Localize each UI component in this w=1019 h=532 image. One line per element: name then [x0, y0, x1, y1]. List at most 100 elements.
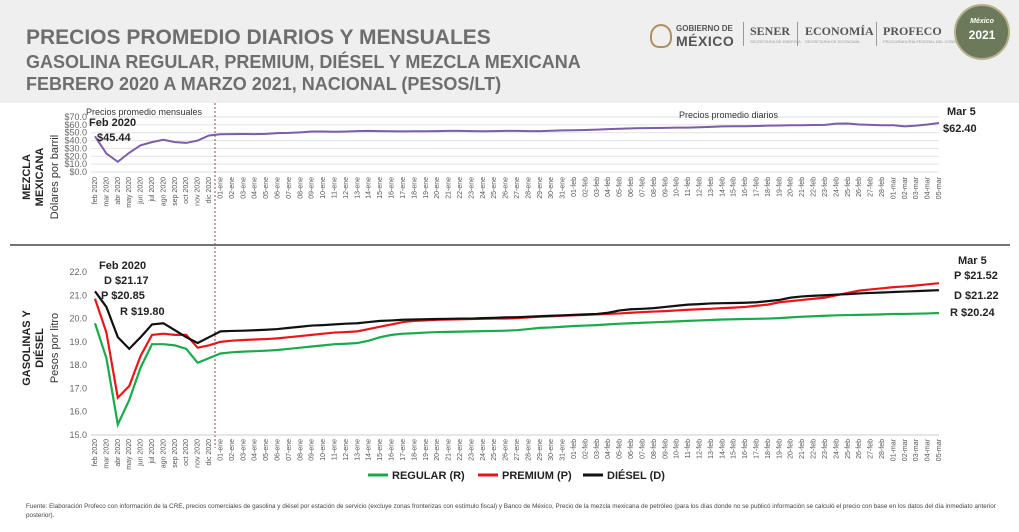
x-tick-label: 12-feb [696, 439, 703, 459]
x-tick-label: 06-ene [274, 177, 281, 199]
x-tick-label: feb 2020 [92, 439, 99, 466]
x-tick-label: 16-feb [742, 177, 749, 197]
x-tick-label: 10-feb [674, 439, 681, 459]
x-tick-label: oct 2020 [183, 177, 190, 204]
y-tick-label: 16.0 [69, 407, 87, 417]
annotation-start-diesel: D $21.17 [104, 275, 149, 287]
gobierno-small-text: GOBIERNO DE [676, 24, 733, 33]
x-tick-label: 03-feb [594, 177, 601, 197]
sener-logo: SENER [750, 24, 791, 38]
x-tick-label: 04-feb [605, 177, 612, 197]
x-tick-label: 07-ene [286, 439, 293, 461]
profeco-logo: PROFECO [883, 24, 942, 38]
x-tick-label: 12-ene [343, 439, 350, 461]
x-tick-label: 09-feb [662, 439, 669, 459]
x-tick-label: 07-feb [639, 439, 646, 459]
x-tick-label: 16-ene [389, 177, 396, 199]
x-tick-label: 27-feb [868, 439, 875, 459]
x-tick-label: abr 2020 [115, 439, 122, 467]
annotation-start-regular: R $19.80 [120, 306, 165, 318]
x-tick-label: 11-feb [685, 439, 692, 458]
mexico-2021-badge: México 2021 [954, 4, 1010, 60]
x-tick-label: 05-mar [936, 176, 943, 199]
x-tick-label: 24-feb [833, 439, 840, 459]
x-tick-label: 25-feb [845, 439, 852, 459]
annotation-start-premium: P $20.85 [101, 290, 145, 302]
x-tick-label: 25-ene [491, 177, 498, 199]
y-tick-label: 21.0 [69, 290, 87, 300]
x-tick-label: 22-feb [811, 177, 818, 197]
profeco-subtitle: PROCURADURÍA FEDERAL DEL CONSUMIDOR [883, 39, 973, 44]
y-axis-label-gas: Pesos por litro [49, 313, 61, 383]
x-tick-label: 01-mar [890, 176, 897, 199]
x-tick-label: 27-ene [514, 439, 521, 461]
page-period: FEBRERO 2020 A MARZO 2021, NACIONAL (PES… [26, 74, 502, 94]
x-tick-label: dic 2020 [206, 177, 213, 204]
x-tick-label: jul 2020 [149, 439, 156, 465]
x-tick-label: 13-ene [354, 439, 361, 461]
annotation-end-value: $62.40 [943, 123, 977, 135]
x-tick-label: 27-ene [514, 177, 521, 199]
x-tick-label: 20-ene [434, 177, 441, 199]
x-tick-label: 29-ene [537, 439, 544, 461]
x-tick-label: 19-feb [776, 177, 783, 197]
y-tick-label: $70.0 [64, 112, 87, 122]
x-tick-label: 31-ene [560, 177, 567, 199]
y-tick-label: $40.0 [64, 136, 87, 146]
x-tick-label: 19-feb [776, 439, 783, 459]
x-tick-label: 14-feb [719, 439, 726, 459]
x-tick-label: 21-feb [799, 439, 806, 459]
series-line-diesel [94, 289, 940, 351]
x-tick-label: 10-feb [674, 177, 681, 197]
y-tick-label: 19.0 [69, 337, 87, 347]
x-tick-label: 02-ene [229, 439, 236, 461]
x-tick-label: 25-feb [845, 177, 852, 197]
x-tick-label: mar 2020 [103, 439, 110, 469]
x-tick-label: 18-ene [411, 177, 418, 199]
y-axis-label-mezcla: Dólares por barril [49, 135, 61, 219]
x-tick-label: 12-ene [343, 177, 350, 199]
y-tick-label: $30.0 [64, 143, 87, 153]
y-tick-label: 22.0 [69, 267, 87, 277]
x-tick-label: 26-ene [503, 177, 510, 199]
y-tick-label: $50.0 [64, 128, 87, 138]
x-tick-label: 18-feb [765, 439, 772, 459]
x-tick-label: 30-ene [548, 177, 555, 199]
x-tick-label: 08-ene [297, 439, 304, 461]
x-tick-label: 19-ene [423, 439, 430, 461]
x-tick-label: 11-feb [685, 177, 692, 196]
x-tick-label: 05-mar [936, 438, 943, 461]
x-tick-label: 15-ene [377, 439, 384, 461]
sener-subtitle: SECRETARÍA DE ENERGÍA [750, 39, 801, 44]
x-tick-label: ago 2020 [160, 177, 167, 206]
x-tick-label: oct 2020 [183, 439, 190, 466]
page-title: PRECIOS PROMEDIO DIARIOS Y MENSUALES [26, 26, 491, 49]
x-tick-label: sep 2020 [172, 177, 179, 206]
price-charts: $0.0$10.0$20.0$30.0$40.0$50.0$60.0$70.0 f… [10, 103, 1010, 482]
eagle-crest-icon [650, 24, 672, 48]
x-tick-label: 15-feb [731, 439, 738, 459]
annotation-end-label: Mar 5 [947, 106, 976, 118]
x-tick-label: 22-feb [811, 439, 818, 459]
x-tick-label: 10-ene [320, 439, 327, 461]
x-tick-label: 17-feb [754, 439, 761, 459]
y-tick-label: $10.0 [64, 159, 87, 169]
x-tick-label: 26-feb [856, 177, 863, 197]
x-tick-label: abr 2020 [115, 177, 122, 205]
x-tick-label: 04-mar [925, 176, 932, 199]
x-tick-label: 08-feb [651, 177, 658, 197]
x-tick-label: 17-ene [400, 177, 407, 199]
x-tick-label: 21-feb [799, 177, 806, 197]
x-tick-label: 03-mar [913, 438, 920, 461]
y-tick-label: $60.0 [64, 120, 87, 130]
legend-label: DIÉSEL (D) [607, 469, 665, 482]
x-tick-label: 06-feb [628, 177, 635, 197]
x-tick-label: 13-feb [708, 177, 715, 197]
x-tick-label: 01-ene [217, 177, 224, 199]
x-tick-label: 16-feb [742, 439, 749, 459]
x-tick-label: 14-ene [366, 439, 373, 461]
x-tick-label: feb 2020 [92, 177, 99, 204]
region-label-monthly: Precios promedio mensuales [86, 107, 203, 117]
x-tick-label: 28-ene [525, 177, 532, 199]
x-tick-label: 17-feb [754, 177, 761, 197]
